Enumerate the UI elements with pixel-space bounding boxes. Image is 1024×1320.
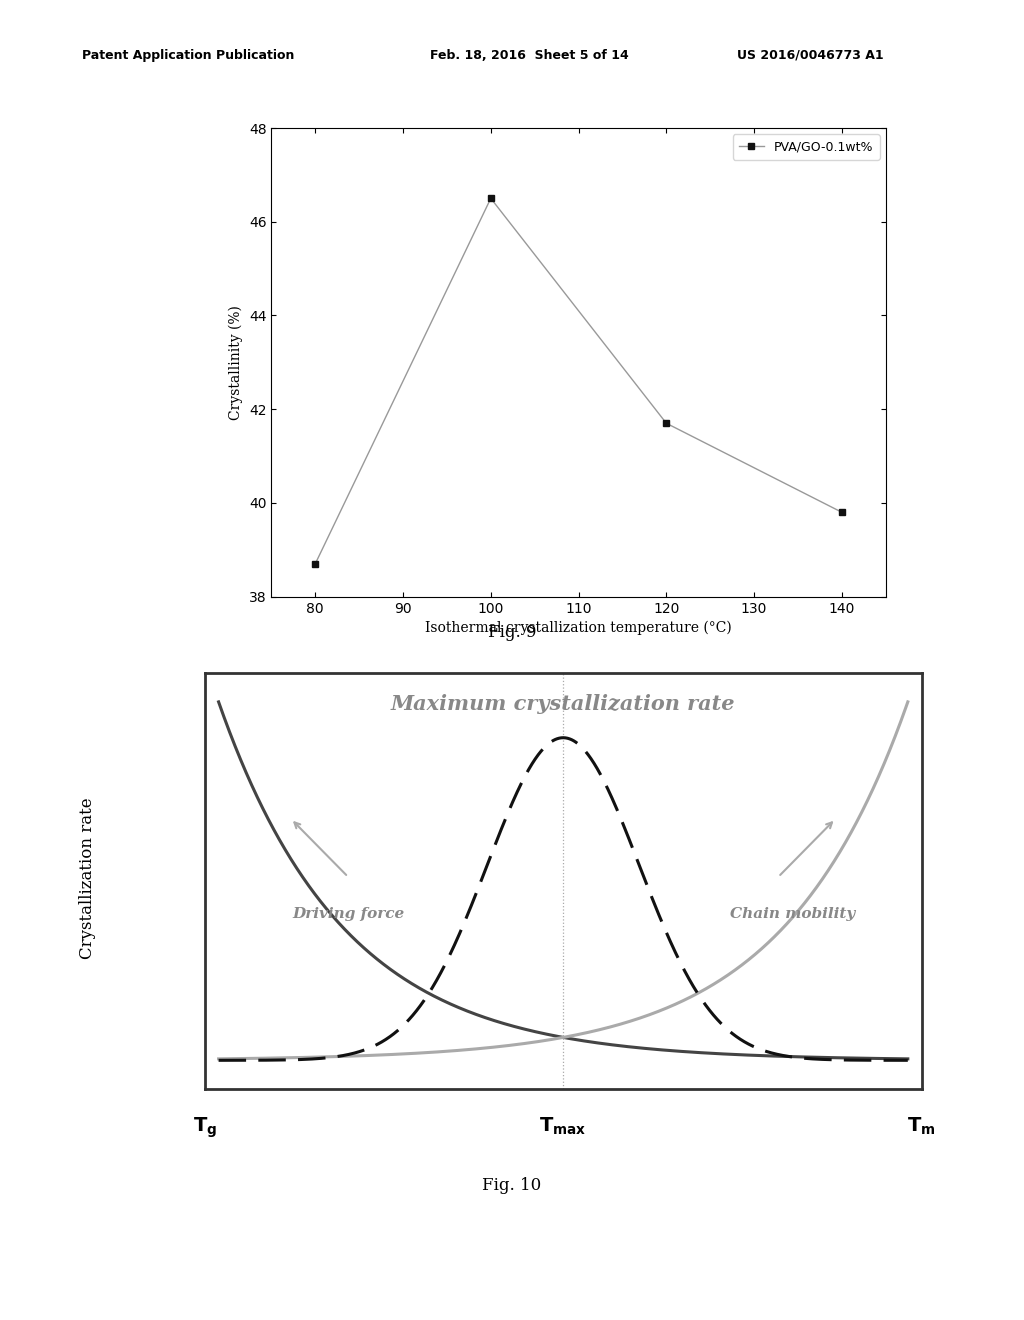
Text: Maximum crystallization rate: Maximum crystallization rate (391, 694, 735, 714)
Text: $\mathbf{T_{max}}$: $\mathbf{T_{max}}$ (540, 1115, 587, 1137)
Text: Driving force: Driving force (292, 907, 404, 921)
Text: $\mathbf{T_g}$: $\mathbf{T_g}$ (193, 1115, 217, 1140)
Text: Chain mobility: Chain mobility (730, 907, 855, 921)
Text: Feb. 18, 2016  Sheet 5 of 14: Feb. 18, 2016 Sheet 5 of 14 (430, 49, 629, 62)
Y-axis label: Crystallinity (%): Crystallinity (%) (229, 305, 244, 420)
Text: Fig. 9: Fig. 9 (487, 624, 537, 642)
Text: $\mathbf{T_m}$: $\mathbf{T_m}$ (907, 1115, 936, 1137)
Text: US 2016/0046773 A1: US 2016/0046773 A1 (737, 49, 884, 62)
Legend: PVA/GO-0.1wt%: PVA/GO-0.1wt% (732, 135, 880, 160)
Text: Patent Application Publication: Patent Application Publication (82, 49, 294, 62)
Text: Crystallization rate: Crystallization rate (79, 797, 95, 958)
Text: Fig. 10: Fig. 10 (482, 1177, 542, 1195)
X-axis label: Isothermal crystallization temperature (°C): Isothermal crystallization temperature (… (425, 620, 732, 635)
